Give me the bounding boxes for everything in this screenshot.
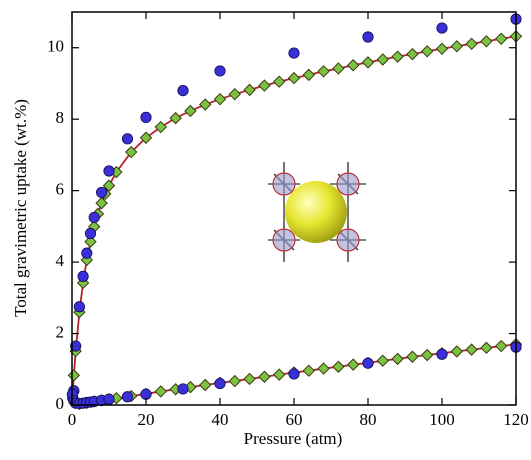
circle-marker [96, 186, 108, 199]
circle-marker [121, 133, 134, 145]
x-tick-label: 60 [286, 410, 303, 429]
x-tick-label: 100 [429, 410, 455, 429]
circle-marker [177, 85, 189, 97]
diamond-marker [465, 37, 478, 51]
circle-marker [214, 65, 226, 77]
diamond-marker [317, 65, 330, 78]
diamond-marker [480, 35, 493, 48]
circle-marker [288, 368, 300, 380]
diamond-marker [391, 352, 404, 366]
circle-marker [140, 111, 152, 123]
diamond-marker [450, 40, 464, 53]
y-tick-label: 6 [56, 180, 65, 199]
y-tick-label: 2 [56, 322, 65, 341]
cavity-sphere [285, 181, 347, 243]
diamond-marker [450, 345, 464, 358]
diamond-marker [420, 348, 434, 362]
circle-marker [362, 357, 374, 369]
circle-marker [288, 47, 300, 59]
y-tick-label: 8 [56, 108, 65, 127]
diamond-marker [258, 370, 271, 383]
y-tick-label: 10 [47, 37, 64, 56]
diamond-marker [494, 339, 508, 353]
diamond-marker [494, 32, 508, 46]
diamond-marker [243, 83, 256, 97]
diamond-marker [67, 369, 81, 382]
circle-marker [362, 31, 374, 43]
circle-marker [214, 377, 226, 390]
structure-clusters [272, 172, 360, 252]
diamond-marker [272, 368, 286, 381]
diamond-marker [102, 179, 116, 192]
x-tick-label: 0 [68, 410, 77, 429]
x-tick-label: 20 [138, 410, 155, 429]
circle-marker [103, 393, 115, 405]
diamond-marker [346, 59, 360, 72]
circle-marker [121, 391, 134, 403]
diamond-marker [80, 253, 94, 267]
y-tick-label: 4 [56, 251, 65, 270]
diamond-marker [272, 75, 286, 88]
diamond-marker [376, 53, 390, 66]
diamond-marker [332, 62, 345, 75]
diamond-marker [228, 374, 242, 388]
x-tick-label: 120 [503, 410, 529, 429]
diamond-marker [124, 145, 138, 159]
x-tick-label: 40 [212, 410, 229, 429]
diamond-marker [346, 358, 360, 371]
diamond-marker [228, 87, 242, 101]
circle-marker [81, 247, 93, 259]
circle-marker [70, 340, 82, 352]
diamond-marker [406, 47, 419, 61]
y-tick-label: 0 [56, 394, 65, 413]
circle-marker [84, 227, 97, 240]
diamond-marker [198, 98, 212, 111]
diamond-marker [302, 364, 316, 377]
diamond-marker [435, 42, 449, 56]
diamond-marker [184, 104, 197, 118]
diamond-marker [243, 372, 256, 386]
diamond-marker [139, 131, 153, 144]
diamond-marker [376, 354, 390, 367]
x-tick-label: 80 [360, 410, 377, 429]
diamond-marker [465, 343, 478, 356]
diamond-marker [169, 111, 182, 125]
circle-marker [140, 388, 152, 400]
diamond-marker [480, 341, 493, 355]
x-axis-label: Pressure (atm) [244, 429, 343, 448]
diamond-marker [391, 50, 404, 63]
diamond-marker [258, 79, 271, 92]
circle-marker [436, 22, 448, 34]
diamond-marker [84, 235, 97, 248]
diamond-marker [406, 350, 419, 363]
diamond-marker [302, 68, 316, 82]
diamond-marker [95, 196, 108, 210]
plot-frame [71, 11, 517, 406]
diamond-marker [420, 45, 434, 58]
diamond-marker [154, 385, 168, 398]
y-axis-label: Total gravimetric uptake (wt.%) [11, 99, 30, 317]
diamond-marker [213, 92, 227, 106]
diamond-marker [154, 120, 168, 134]
diamond-marker [198, 378, 212, 392]
circle-marker [436, 348, 448, 360]
circle-marker [177, 383, 189, 395]
diamond-marker [287, 71, 301, 85]
circle-marker [77, 270, 89, 282]
circle-marker [73, 301, 86, 313]
circle-marker [103, 165, 115, 177]
diamond-marker [332, 360, 345, 373]
circle-marker [88, 211, 100, 224]
diamond-marker [361, 56, 375, 69]
diamond-marker [317, 362, 330, 375]
